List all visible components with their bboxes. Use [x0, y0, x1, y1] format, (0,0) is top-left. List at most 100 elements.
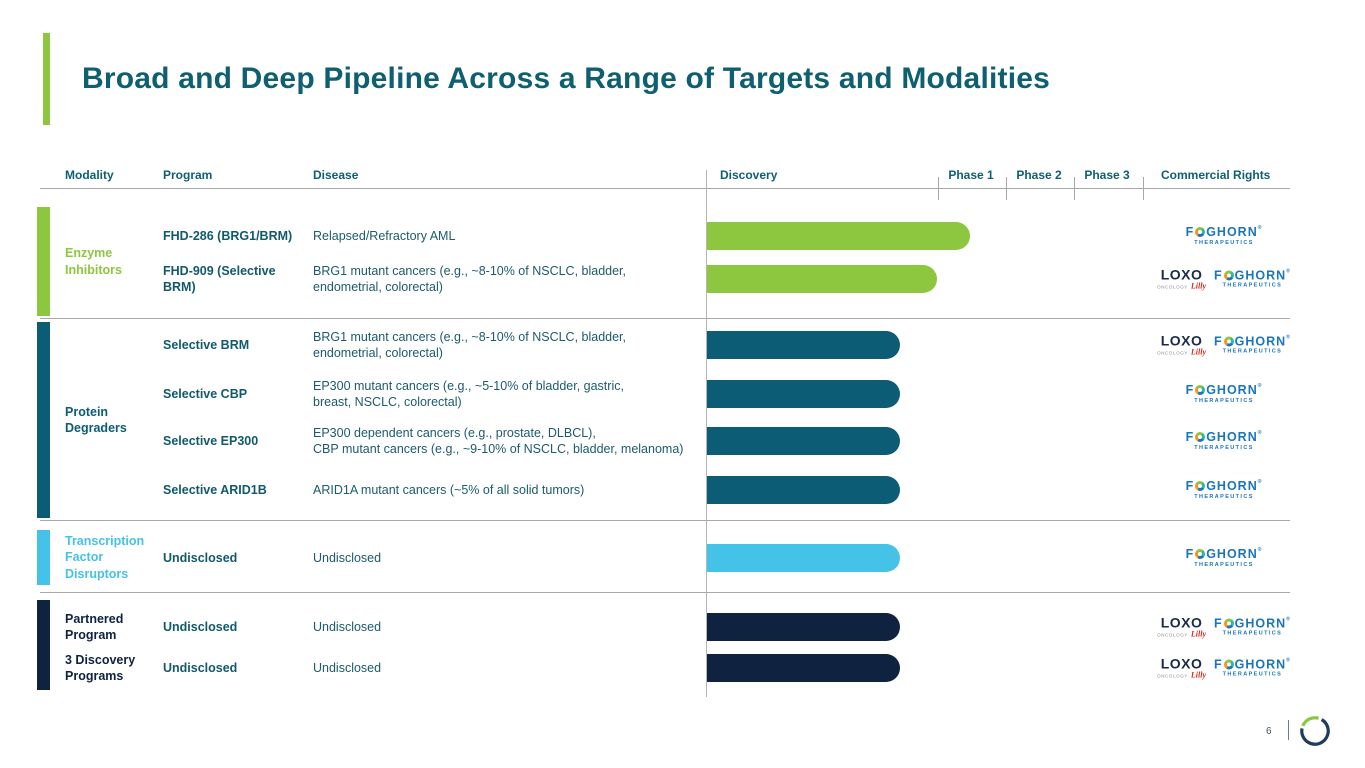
pipeline-row-selective-brm: Selective BRM BRG1 mutant cancers (e.g.,… — [0, 329, 1365, 360]
modality-label-partnered-program: Partnered Program — [65, 611, 124, 642]
foghorn-o-icon — [1195, 385, 1206, 396]
pipeline-bar — [707, 427, 900, 455]
disease-text: BRG1 mutant cancers (e.g., ~8-10% of NSC… — [313, 263, 627, 294]
commercial-rights-logos: F GHORN ® THERAPEUTICS — [1150, 226, 1298, 246]
commercial-rights-logos: F GHORN ® THERAPEUTICS — [1150, 548, 1298, 568]
commercial-rights-logos: LOXO ONCOLOGY Lilly F GHORN ® THERAPEUTICS — [1150, 268, 1298, 291]
program-name: Selective CBP — [163, 386, 248, 401]
foghorn-logo: F GHORN ® THERAPEUTICS — [1214, 616, 1291, 637]
lilly-logo: Lilly — [1190, 670, 1207, 680]
foghorn-o-icon — [1223, 270, 1234, 281]
foghorn-o-icon — [1195, 549, 1206, 560]
modality-key-protein-degraders — [37, 322, 50, 518]
modality-label-transcription-factor-disruptors: Transcription Factor Disruptors — [65, 534, 145, 581]
loxo-logo: LOXO ONCOLOGY Lilly — [1157, 332, 1207, 357]
foghorn-logo: F GHORN ® THERAPEUTICS — [1185, 225, 1263, 246]
disease-text: Undisclosed — [313, 619, 382, 634]
program-name: Undisclosed — [163, 619, 238, 634]
pipeline-row-selective-cbp: Selective CBP EP300 mutant cancers (e.g.… — [0, 378, 1365, 409]
lilly-logo: Lilly — [1190, 629, 1207, 639]
column-header-program: Program — [163, 168, 213, 182]
program-name: Undisclosed — [163, 550, 238, 565]
disease-text: BRG1 mutant cancers (e.g., ~8-10% of NSC… — [313, 329, 627, 360]
phase-tick — [938, 177, 939, 200]
pipeline-bar — [707, 380, 900, 408]
section-separator — [40, 318, 1290, 319]
pipeline-row-tfd-undisclosed: Undisclosed Undisclosed F GHORN ® THERAPEU… — [0, 544, 1365, 572]
column-header-modality: Modality — [65, 168, 114, 182]
foghorn-ring-logo-icon — [1300, 716, 1330, 746]
pipeline-row-partnered-undisclosed: Undisclosed Undisclosed LOXO ONCOLOGY Lil… — [0, 613, 1365, 641]
lilly-logo: Lilly — [1190, 281, 1207, 291]
section-separator — [40, 520, 1290, 521]
foghorn-logo: F GHORN ® THERAPEUTICS — [1214, 334, 1291, 355]
column-header-phase3: Phase 3 — [1084, 168, 1130, 182]
pipeline-bar — [707, 613, 900, 641]
disease-text: EP300 mutant cancers (e.g., ~5-10% of bl… — [313, 378, 624, 409]
foghorn-o-icon — [1223, 336, 1234, 347]
commercial-rights-logos: LOXO ONCOLOGY Lilly F GHORN ® THERAPEUTICS — [1150, 657, 1298, 680]
disease-text: Relapsed/Refractory AML — [313, 228, 456, 243]
foghorn-o-icon — [1195, 432, 1206, 443]
disease-text: EP300 dependent cancers (e.g., prostate,… — [313, 425, 684, 456]
foghorn-logo: F GHORN ® THERAPEUTICS — [1185, 430, 1263, 451]
column-header-phase2: Phase 2 — [1016, 168, 1062, 182]
pipeline-row-selective-arid1b: Selective ARID1B ARID1A mutant cancers (… — [0, 476, 1365, 504]
program-name: FHD-909 (Selective BRM) — [163, 263, 276, 294]
page-number: 6 — [1266, 726, 1272, 737]
lilly-logo: Lilly — [1190, 347, 1207, 357]
modality-label-enzyme-inhibitors: Enzyme Inhibitors — [65, 246, 122, 277]
phase-tick — [1074, 177, 1075, 200]
column-header-discovery: Discovery — [720, 168, 778, 182]
disease-text: ARID1A mutant cancers (~5% of all solid … — [313, 482, 585, 497]
pipeline-row-discovery-undisclosed: Undisclosed Undisclosed LOXO ONCOLOGY Lil… — [0, 654, 1365, 682]
page-title: Broad and Deep Pipeline Across a Range o… — [82, 62, 1051, 95]
commercial-rights-logos: LOXO ONCOLOGY Lilly F GHORN ® THERAPEUTICS — [1150, 616, 1298, 639]
column-header-commercial-rights: Commercial Rights — [1161, 168, 1271, 182]
pipeline-bar — [707, 222, 970, 250]
loxo-logo: LOXO ONCOLOGY Lilly — [1157, 266, 1207, 291]
pipeline-bar — [707, 265, 937, 293]
pipeline-bar — [707, 654, 900, 682]
program-name: Undisclosed — [163, 660, 238, 675]
foghorn-logo: F GHORN ® THERAPEUTICS — [1185, 547, 1263, 568]
discovery-axis-line — [706, 170, 707, 697]
modality-label-protein-degraders: Protein Degraders — [65, 404, 127, 435]
disease-text: Undisclosed — [313, 660, 382, 675]
pipeline-row-fhd-909: FHD-909 (Selective BRM) BRG1 mutant canc… — [0, 263, 1365, 294]
title-accent-bar — [43, 33, 50, 125]
foghorn-o-icon — [1223, 659, 1234, 670]
commercial-rights-logos: F GHORN ® THERAPEUTICS — [1150, 431, 1298, 451]
pipeline-bar — [707, 476, 900, 504]
phase-tick — [1006, 177, 1007, 200]
commercial-rights-logos: F GHORN ® THERAPEUTICS — [1150, 384, 1298, 404]
foghorn-o-icon — [1223, 618, 1234, 629]
commercial-rights-logos: LOXO ONCOLOGY Lilly F GHORN ® THERAPEUTICS — [1150, 334, 1298, 357]
modality-label-3-discovery-programs: 3 Discovery Programs — [65, 652, 136, 683]
foghorn-logo: F GHORN ® THERAPEUTICS — [1185, 479, 1263, 500]
modality-key-enzyme-inhibitors — [37, 207, 50, 316]
program-name: FHD-286 (BRG1/BRM) — [163, 228, 293, 243]
loxo-logo: LOXO ONCOLOGY Lilly — [1157, 655, 1207, 680]
pipeline-bar — [707, 544, 900, 572]
foghorn-o-icon — [1195, 481, 1206, 492]
foghorn-o-icon — [1195, 227, 1206, 238]
pipeline-bar — [707, 331, 900, 359]
foghorn-logo: F GHORN ® THERAPEUTICS — [1214, 268, 1291, 289]
modality-key-transcription-factor-disruptors — [37, 530, 50, 585]
modality-key-partnered-programs — [37, 600, 50, 690]
commercial-rights-logos: F GHORN ® THERAPEUTICS — [1150, 480, 1298, 500]
section-separator — [40, 592, 1290, 593]
column-header-disease: Disease — [313, 168, 359, 182]
program-name: Selective ARID1B — [163, 482, 267, 497]
pipeline-row-fhd-286: FHD-286 (BRG1/BRM) Relapsed/Refractory A… — [0, 222, 1365, 250]
pipeline-row-selective-ep300: Selective EP300 EP300 dependent cancers … — [0, 425, 1365, 456]
program-name: Selective EP300 — [163, 433, 259, 448]
foghorn-logo: F GHORN ® THERAPEUTICS — [1214, 657, 1291, 678]
footer-divider — [1288, 720, 1289, 740]
header-underline — [40, 188, 1290, 189]
foghorn-logo: F GHORN ® THERAPEUTICS — [1185, 383, 1263, 404]
column-header-phase1: Phase 1 — [948, 168, 994, 182]
disease-text: Undisclosed — [313, 550, 382, 565]
